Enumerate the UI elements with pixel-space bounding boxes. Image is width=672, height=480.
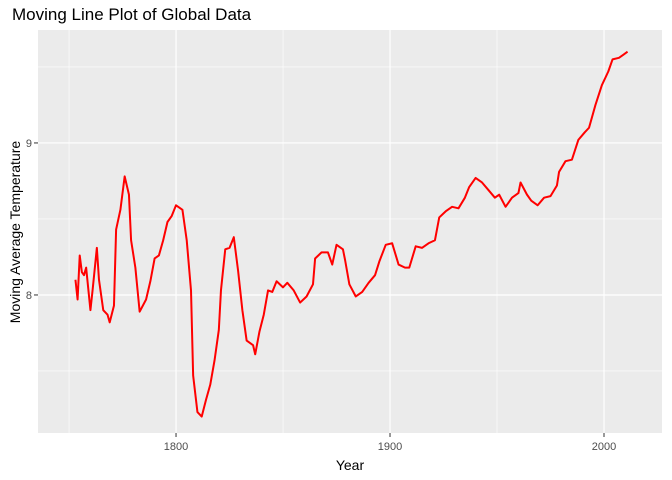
chart-title: Moving Line Plot of Global Data (12, 5, 252, 24)
y-tick-label: 8 (26, 290, 32, 302)
x-tick-label: 2000 (592, 441, 616, 453)
x-axis-label: Year (336, 457, 365, 473)
y-axis-label: Moving Average Temperature (7, 141, 23, 324)
x-tick-label: 1900 (378, 441, 402, 453)
data-line (74, 50, 629, 418)
y-tick-label: 9 (26, 138, 32, 150)
x-tick-label: 1800 (164, 441, 188, 453)
panel (38, 30, 662, 433)
